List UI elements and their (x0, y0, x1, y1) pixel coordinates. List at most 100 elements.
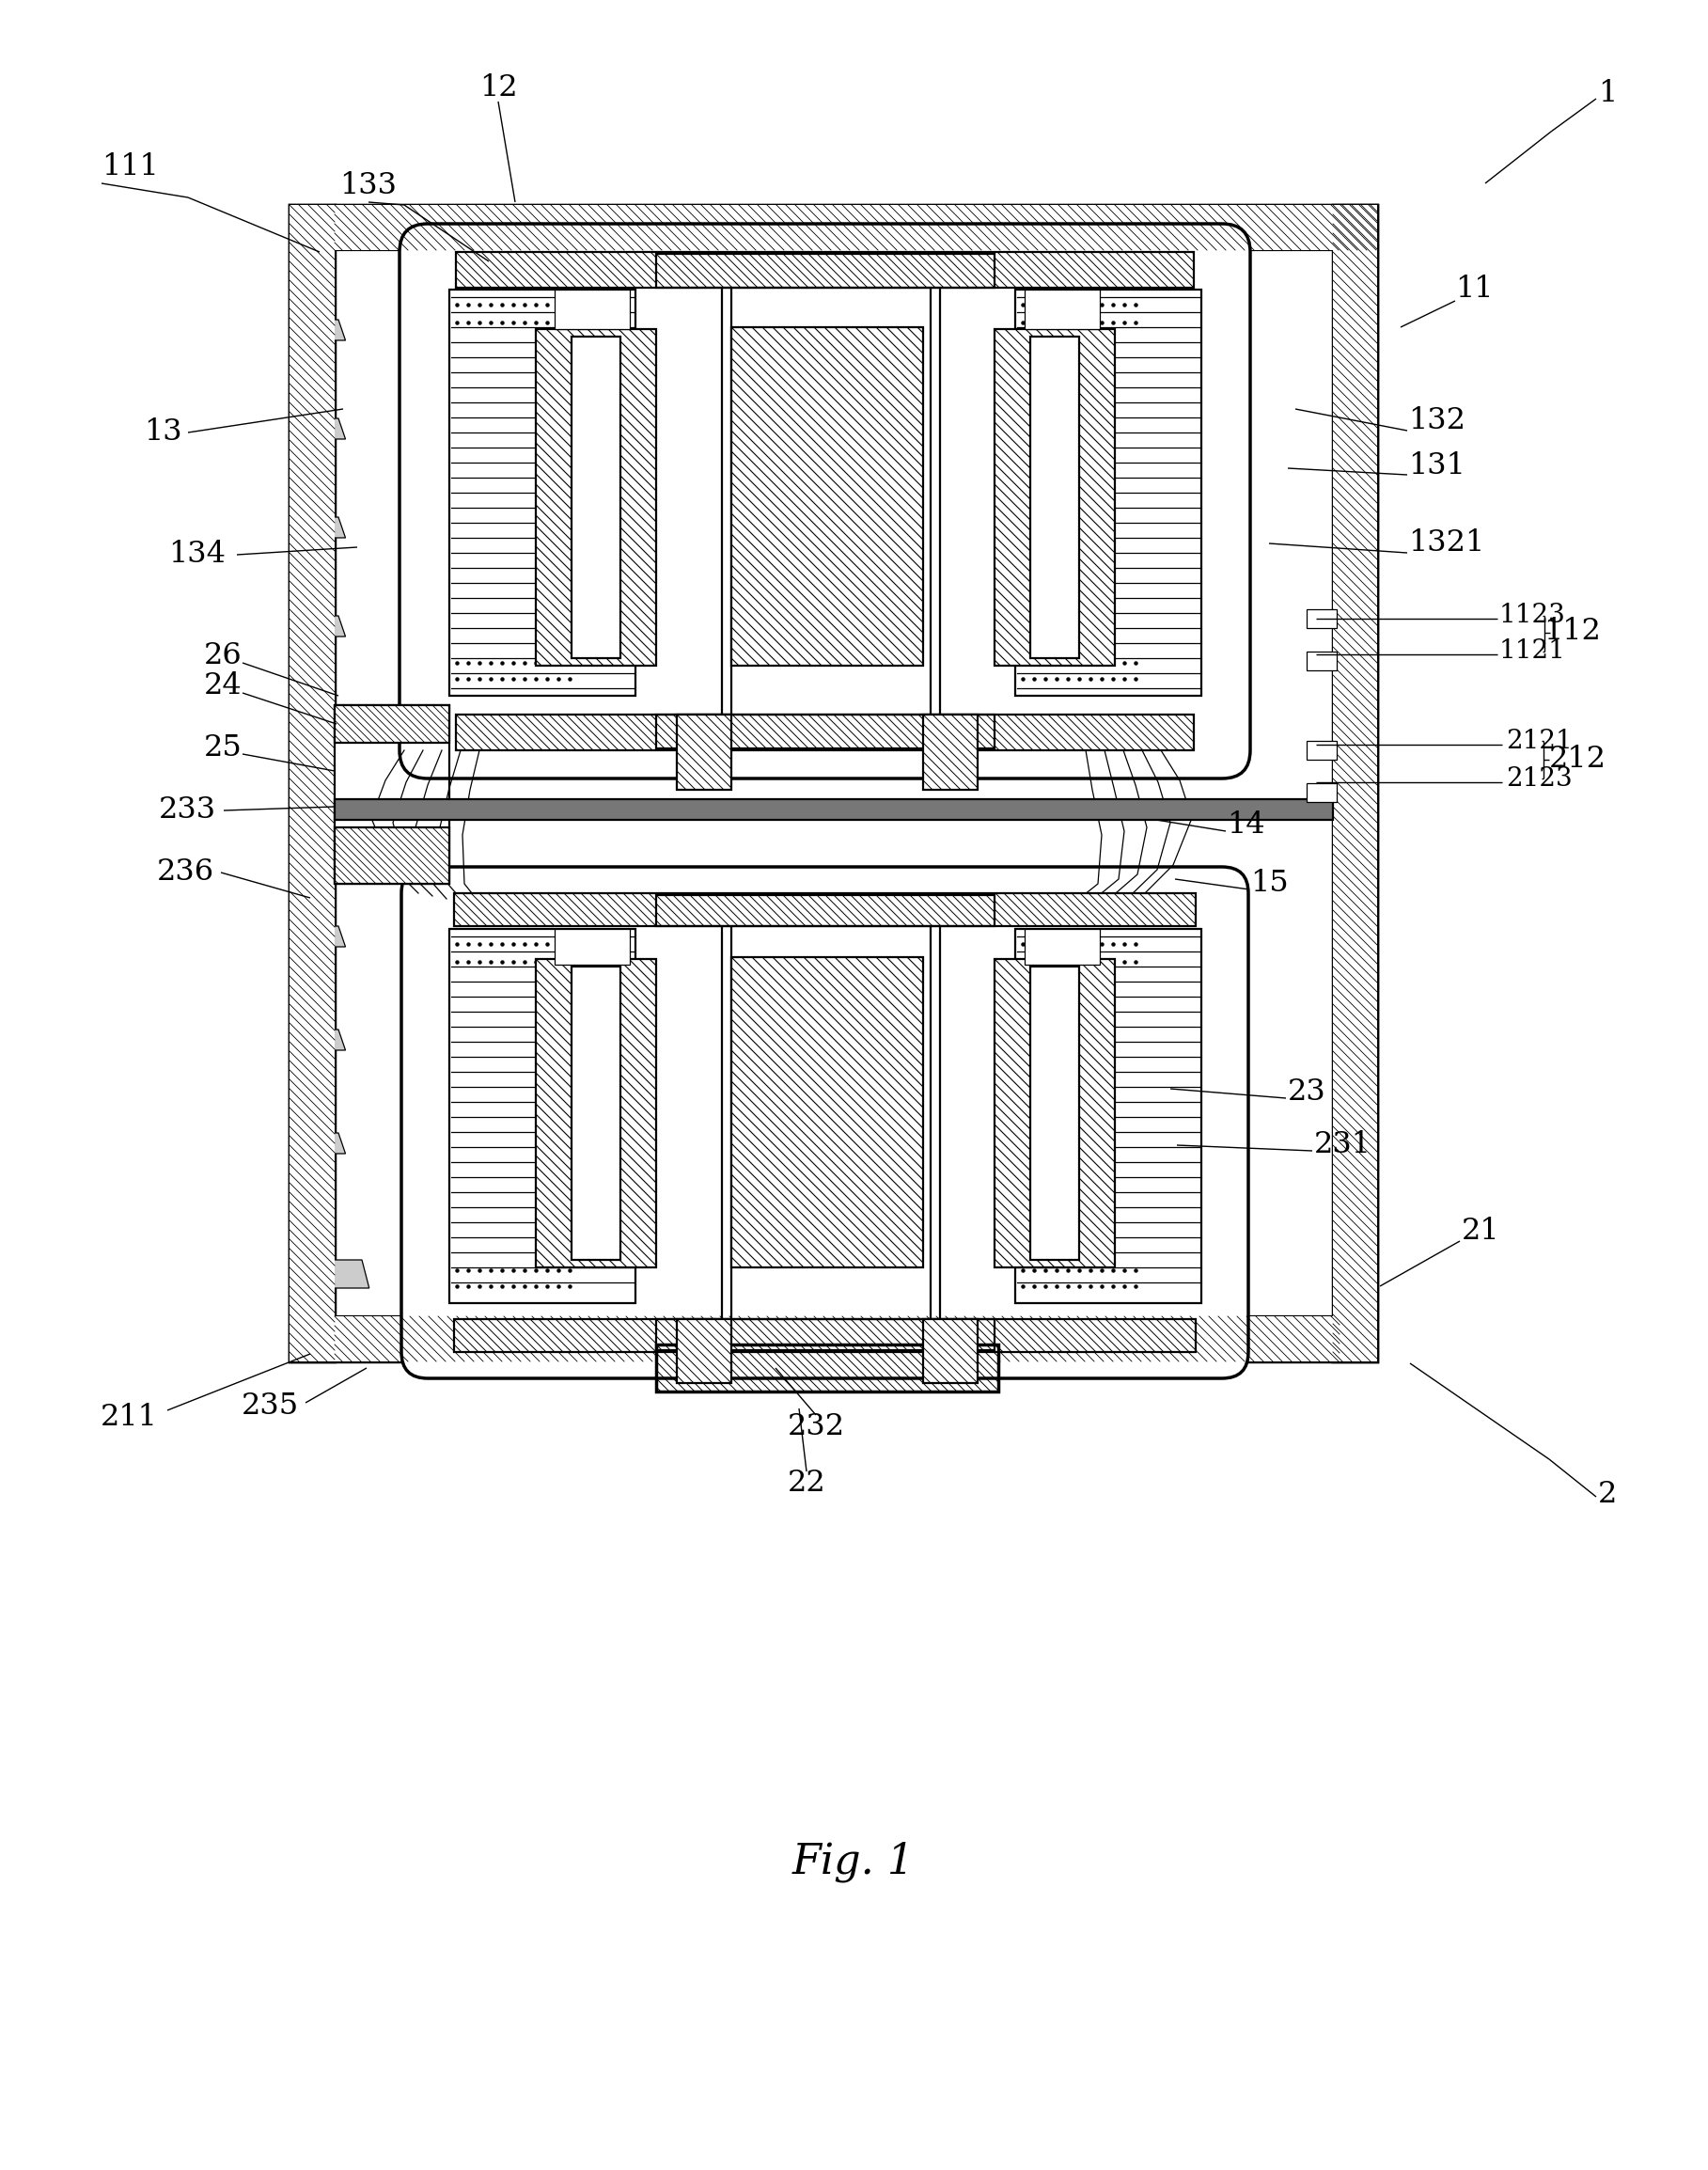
Bar (1332, 204, 1377, 1361)
Polygon shape (292, 1029, 345, 1050)
Text: 2121: 2121 (1506, 729, 1573, 753)
Bar (536, 959, 656, 1267)
Bar (536, 330, 656, 666)
Bar (456, 252, 1194, 289)
Bar (656, 714, 994, 749)
Text: 26: 26 (205, 642, 243, 671)
Bar (1307, 783, 1337, 803)
Bar (555, 929, 630, 966)
Text: 25: 25 (203, 733, 243, 762)
Bar (1015, 929, 1201, 1304)
FancyBboxPatch shape (400, 224, 1250, 779)
Bar (994, 959, 1115, 1267)
Polygon shape (292, 616, 345, 636)
Bar (1025, 929, 1100, 966)
Text: 211: 211 (101, 1404, 157, 1432)
Bar (656, 894, 994, 927)
Bar (454, 1319, 1196, 1352)
Bar (922, 714, 977, 790)
Text: 231: 231 (1313, 1131, 1372, 1159)
Bar (572, 336, 620, 658)
Polygon shape (292, 516, 345, 538)
Bar (572, 966, 620, 1261)
Bar (994, 959, 1115, 1267)
Bar (456, 714, 1194, 751)
Bar (731, 328, 922, 666)
Text: 134: 134 (169, 540, 225, 569)
Bar (335, 705, 449, 742)
Bar (994, 330, 1115, 666)
Bar (456, 252, 1194, 289)
Bar (290, 204, 335, 1361)
Bar (335, 705, 449, 883)
Text: 15: 15 (1250, 870, 1288, 898)
Bar (1015, 289, 1201, 697)
Bar (676, 1319, 731, 1382)
Text: 21: 21 (1462, 1217, 1500, 1246)
Polygon shape (292, 927, 345, 946)
Bar (290, 204, 335, 1361)
Bar (536, 959, 656, 1267)
Bar (656, 1319, 994, 1350)
Bar (1307, 783, 1337, 803)
Bar (1015, 929, 1201, 1304)
Bar (1030, 336, 1079, 658)
Bar (456, 714, 1194, 751)
Text: 212: 212 (1549, 744, 1607, 773)
Polygon shape (292, 419, 345, 438)
Text: 13: 13 (143, 419, 183, 447)
Text: 24: 24 (205, 673, 243, 701)
Bar (290, 204, 1377, 1361)
Text: Fig. 1: Fig. 1 (793, 1840, 915, 1881)
Bar (1015, 289, 1201, 697)
Bar (1307, 651, 1337, 671)
Polygon shape (292, 1133, 345, 1154)
Bar (449, 289, 635, 697)
Text: 232: 232 (787, 1413, 845, 1441)
Bar (449, 929, 635, 1304)
Bar (922, 714, 977, 790)
Bar (555, 289, 630, 330)
Bar (1307, 740, 1337, 759)
Bar (994, 330, 1115, 666)
Text: 22: 22 (787, 1469, 825, 1497)
Bar (449, 929, 635, 1304)
Text: 1123: 1123 (1500, 603, 1566, 629)
Text: 132: 132 (1407, 406, 1465, 436)
Bar (656, 894, 994, 927)
Bar (676, 1319, 731, 1382)
Bar (731, 957, 922, 1267)
Bar (555, 929, 630, 966)
Text: 112: 112 (1544, 616, 1600, 647)
Bar (731, 957, 922, 1267)
Polygon shape (292, 319, 345, 341)
Bar (1025, 289, 1100, 330)
Bar (656, 714, 994, 749)
Text: 14: 14 (1226, 812, 1266, 840)
Text: 233: 233 (159, 796, 217, 825)
Text: 131: 131 (1407, 451, 1465, 480)
Text: 235: 235 (241, 1391, 299, 1419)
Bar (454, 1319, 1196, 1352)
Text: 23: 23 (1288, 1078, 1325, 1107)
Bar (572, 966, 620, 1261)
Bar (555, 289, 630, 330)
Bar (335, 705, 449, 742)
Text: 1121: 1121 (1500, 638, 1566, 664)
Bar (656, 254, 994, 289)
Bar (572, 336, 620, 658)
Bar (656, 1319, 994, 1350)
Bar (335, 827, 449, 883)
Bar (335, 827, 449, 883)
Bar (335, 204, 1377, 250)
Bar (335, 1317, 1339, 1361)
Bar (922, 1319, 977, 1382)
Bar (1307, 610, 1337, 627)
Bar (335, 1317, 1339, 1361)
Bar (536, 330, 656, 666)
Text: 1: 1 (1599, 80, 1617, 108)
Text: 11: 11 (1455, 276, 1493, 304)
Bar (1307, 651, 1337, 671)
Text: 12: 12 (480, 74, 518, 102)
Bar (449, 289, 635, 697)
